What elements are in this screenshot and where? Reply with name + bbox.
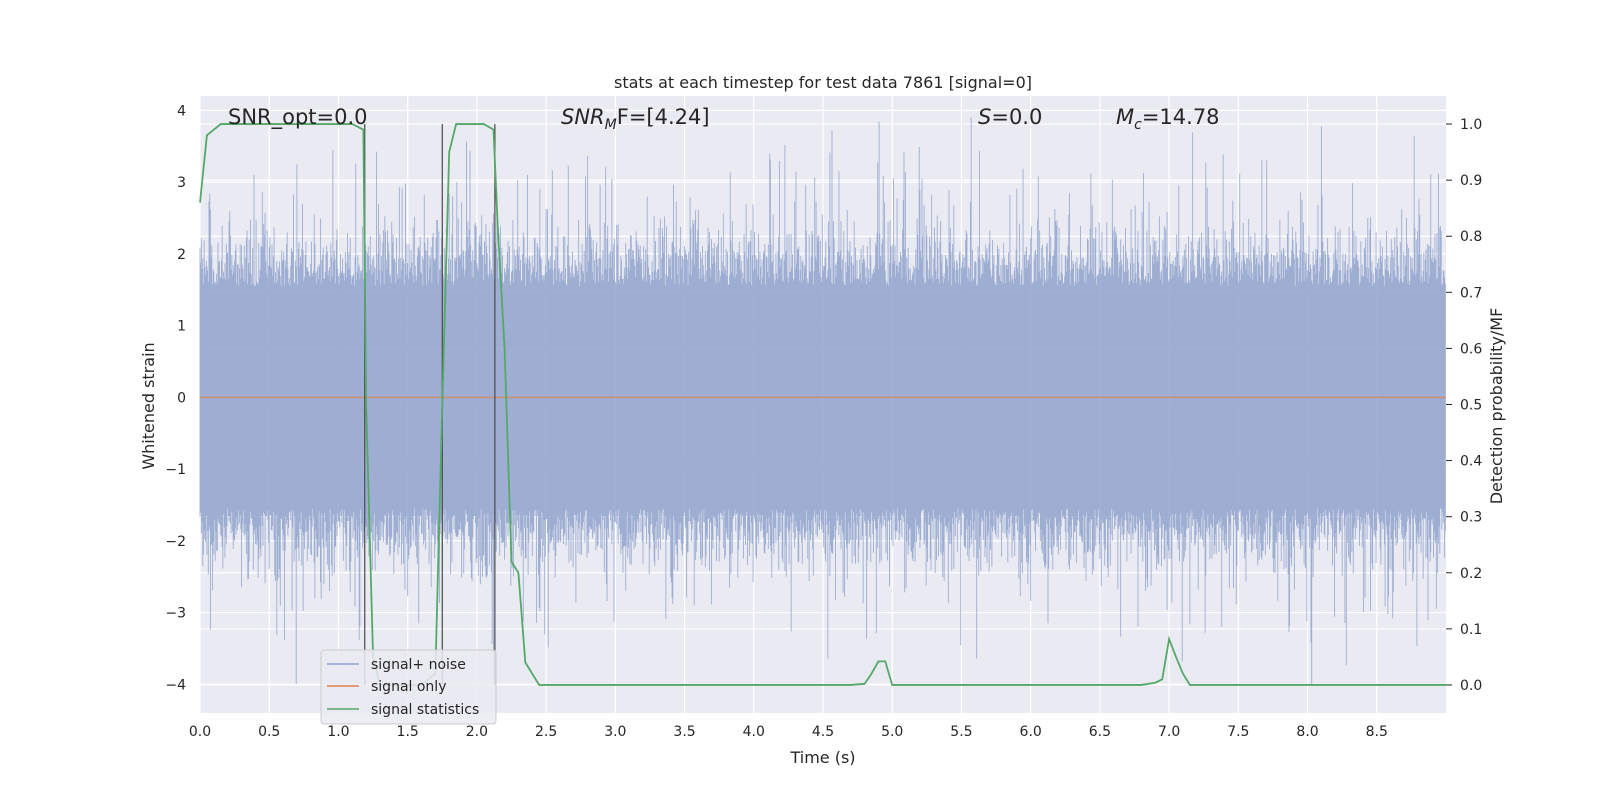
mc-value: =14.78 [1142, 105, 1220, 129]
legend-label-noise: signal+ noise [371, 657, 466, 673]
annotation-snr-mf: SNRMF=[4.24] [561, 105, 710, 133]
snr-mf-symbol: SNR [561, 105, 605, 129]
x-tick-label: 3.0 [604, 724, 626, 740]
legend: signal+ noise signal only signal statist… [320, 649, 497, 725]
x-tick-label: 2.0 [466, 724, 488, 740]
snr-mf-value: F=[4.24] [617, 105, 710, 129]
y-axis-ticks: −4 −3 −2 −1 0 1 2 3 4 [165, 103, 186, 693]
y2-tick-label: 1.0 [1460, 117, 1482, 133]
y-axis-label: Whitened strain [139, 342, 158, 469]
y2-tick-label: 0.3 [1460, 510, 1482, 526]
y-tick-label: 1 [177, 319, 186, 335]
legend-box [320, 649, 497, 725]
y2-tick-label: 0.8 [1460, 229, 1482, 245]
y-tick-label: 4 [177, 103, 186, 119]
x-tick-label: 8.0 [1296, 724, 1318, 740]
signal-statistics-line [199, 123, 1446, 686]
x-tick-label: 7.0 [1158, 724, 1180, 740]
y2-tick-label: 0.1 [1460, 622, 1482, 638]
y2-axis-ticks: 0.0 0.1 0.2 0.3 0.4 0.5 0.6 0.7 0.8 0.9 1.0 [1446, 117, 1482, 694]
y2-tick-label: 0.7 [1460, 285, 1482, 301]
x-tick-label: 7.5 [1227, 724, 1249, 740]
annotation-snr-opt: SNR_opt=0.0 [228, 105, 368, 130]
y2-tick-label: 0.9 [1460, 173, 1482, 189]
y2-tick-label: 0.2 [1460, 566, 1482, 582]
y2-tick-label: 0.6 [1460, 341, 1482, 357]
y-tick-label: −3 [165, 606, 186, 622]
y2-tick-label: 0.0 [1460, 678, 1482, 694]
x-tick-label: 6.0 [1020, 724, 1042, 740]
y-tick-label: 2 [177, 247, 186, 263]
s-value: =0.0 [991, 105, 1042, 129]
x-tick-label: 1.0 [327, 724, 349, 740]
x-tick-label: 4.5 [812, 724, 834, 740]
mc-symbol: M [1116, 105, 1134, 129]
series-signal-noise [199, 117, 1446, 685]
x-tick-label: 0.0 [189, 724, 211, 740]
mc-subscript: c [1134, 117, 1142, 133]
y2-tick-label: 0.5 [1460, 398, 1482, 414]
y2-axis-label: Detection probability/MF [1487, 308, 1506, 505]
x-axis-label: Time (s) [789, 748, 855, 767]
x-tick-label: 6.5 [1089, 724, 1111, 740]
x-axis-ticks: 0.0 0.5 1.0 1.5 2.0 2.5 3.0 3.5 4.0 4.5 5.0 5.5 6.0 6… [189, 724, 1388, 740]
y-tick-label: 0 [177, 390, 186, 406]
x-tick-label: 5.5 [950, 724, 972, 740]
x-tick-label: 1.5 [397, 724, 419, 740]
snr-mf-subscript: M [605, 117, 617, 133]
annotation-s: S=0.0 [978, 105, 1042, 129]
y-tick-label: −4 [165, 677, 186, 693]
x-tick-label: 3.5 [673, 724, 695, 740]
chart-title: stats at each timestep for test data 786… [614, 73, 1032, 92]
legend-label-stats: signal statistics [371, 702, 479, 718]
x-tick-label: 5.0 [881, 724, 903, 740]
annotation-mc: Mc=14.78 [1116, 105, 1220, 133]
x-tick-label: 2.5 [535, 724, 557, 740]
x-tick-label: 4.0 [743, 724, 765, 740]
noise-trace [199, 117, 1446, 685]
legend-label-signal: signal only [371, 679, 446, 695]
x-tick-label: 8.5 [1366, 724, 1388, 740]
s-symbol: S [978, 105, 991, 129]
y2-tick-label: 0.4 [1460, 454, 1482, 470]
x-tick-label: 0.5 [258, 724, 280, 740]
y-tick-label: −2 [165, 534, 186, 550]
y-tick-label: −1 [165, 462, 186, 478]
y-tick-label: 3 [177, 175, 186, 191]
series-signal-statistics [199, 123, 1446, 686]
